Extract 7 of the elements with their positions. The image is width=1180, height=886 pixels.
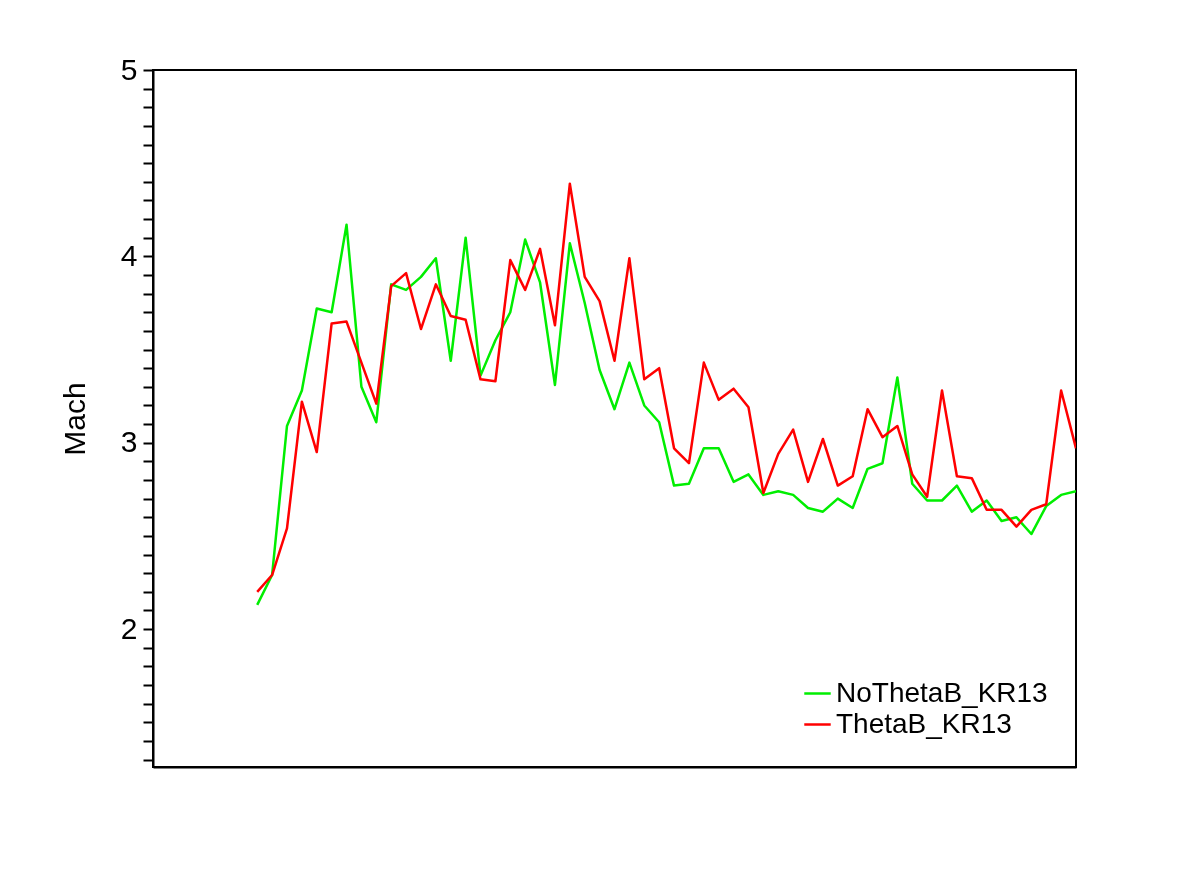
y-tick-label: 2: [120, 611, 138, 645]
legend-label: NoThetaB_KR13: [836, 676, 1048, 708]
y-tick-label: 5: [120, 52, 138, 86]
y-axis-title: Mach: [57, 382, 91, 456]
legend-label: ThetaB_KR13: [836, 707, 1012, 739]
y-tick-label: 4: [120, 238, 138, 272]
y-tick-label: 3: [120, 425, 138, 459]
